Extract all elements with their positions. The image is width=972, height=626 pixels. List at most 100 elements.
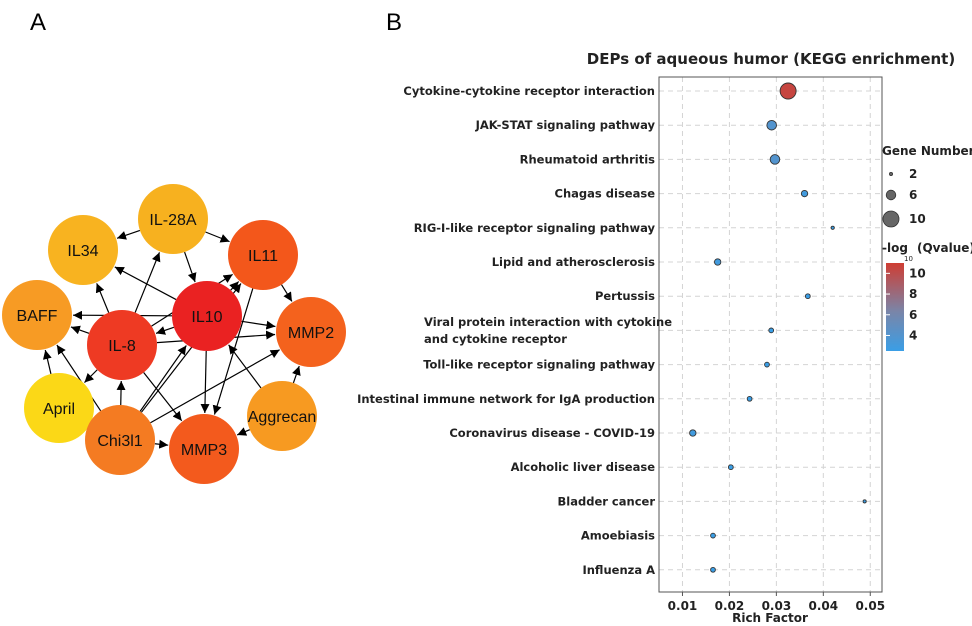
x-tick-label-2: 0.03	[762, 599, 792, 613]
node-il34: IL34	[48, 215, 118, 285]
node-label-aggrecan: Aggrecan	[248, 409, 317, 426]
point-influenza-a	[710, 566, 716, 573]
edge-il-28a-to-il10	[184, 251, 197, 283]
category-label-rheumatoid-arthritis: Rheumatoid arthritis	[520, 152, 656, 166]
node-il-28a: IL-28A	[138, 184, 208, 254]
panel-b-letter: B	[386, 9, 402, 36]
edge-aggrecan-to-mmp3	[236, 427, 250, 436]
x-tick-label-0: 0.01	[668, 599, 698, 613]
edge-aggrecan-to-il10	[228, 344, 262, 389]
category-label-cytokine-cytokine-receptor-interaction: Cytokine-cytokine receptor interaction	[403, 84, 655, 98]
network-nodes: IL-28A IL34 IL11 BAFF IL10 IL-8 MMP2 April Aggre…	[2, 184, 346, 484]
point-coronavirus-disease-covid-19	[689, 429, 697, 437]
node-circle-baff	[2, 280, 72, 350]
color-legend-tick-label-4: 4	[909, 328, 917, 342]
node-label-il34: IL34	[67, 243, 98, 260]
color-legend-tick-label-8: 8	[909, 287, 917, 301]
node-circle-il-8	[87, 310, 157, 380]
edge-april-to-baff	[42, 349, 52, 375]
point-pertussis	[804, 293, 811, 300]
point-cytokine-cytokine-receptor-interaction	[779, 82, 797, 100]
node-chi3l1: Chi3l1	[85, 405, 155, 475]
node-circle-mmp3	[169, 414, 239, 484]
size-legend-label-2: 2	[909, 167, 917, 181]
edge-chi3l1-to-mmp3	[154, 439, 169, 449]
size-legend: Gene Number 2 6 10	[882, 144, 972, 228]
point-alcoholic-liver-disease	[727, 464, 734, 471]
size-legend-dot-6	[885, 189, 897, 201]
edge-il11-to-mmp2	[281, 284, 293, 302]
point-amoebiasis	[710, 532, 716, 539]
color-legend: -log 10 (Qvalue) 10 8 6 4	[882, 241, 972, 351]
node-label-mmp3: MMP3	[181, 442, 227, 459]
x-tick-label-3: 0.04	[809, 599, 839, 613]
node-il10: IL10	[172, 281, 242, 351]
node-label-april: April	[43, 401, 75, 418]
point-rig-i-like-receptor-signaling-pathway	[830, 225, 835, 230]
category-label-chagas-disease: Chagas disease	[555, 187, 656, 201]
category-label-intestinal-immune-network-for-iga-production: Intestinal immune network for IgA produc…	[357, 392, 655, 406]
point-rheumatoid-arthritis	[769, 154, 781, 165]
edge-il-8-to-il34	[95, 283, 110, 313]
node-circle-il34	[48, 215, 118, 285]
color-legend-tick-label-6: 6	[909, 308, 917, 322]
point-chagas-disease	[800, 189, 809, 198]
node-circle-chi3l1	[85, 405, 155, 475]
plot-area: 0.01 0.02 0.03 0.04 0.05 Cytokine-cytokine re…	[357, 76, 885, 613]
category-label-amoebiasis: Amoebiasis	[581, 529, 655, 543]
edge-il10-to-mmp3	[200, 350, 210, 414]
node-label-mmp2: MMP2	[288, 325, 334, 342]
color-legend-title-suffix: (Qvalue)	[917, 241, 972, 255]
node-aggrecan: Aggrecan	[247, 381, 317, 451]
edge-chi3l1-to-mmp2	[150, 349, 280, 424]
category-label-rig-i-like-receptor-signaling-pathway: RIG-I-like receptor signaling pathway	[414, 221, 656, 235]
edge-chi3l1-to-il-8	[116, 380, 126, 406]
x-tick-label-4: 0.05	[855, 599, 885, 613]
node-label-il-28a: IL-28A	[149, 212, 196, 229]
color-legend-tick-label-10: 10	[909, 266, 926, 280]
category-label-line-0: Viral protein interaction with cytokine	[424, 315, 672, 329]
edge-aggrecan-to-mmp2	[292, 365, 301, 384]
node-il11: IL11	[228, 220, 298, 290]
node-label-baff: BAFF	[17, 308, 58, 325]
chart-title: DEPs of aqueous humor (KEGG enrichment)	[587, 50, 955, 68]
category-label-coronavirus-disease-covid-19: Coronavirus disease - COVID-19	[449, 426, 655, 440]
node-il-8: IL-8	[87, 310, 157, 380]
edge-il-8-to-april	[84, 369, 98, 383]
category-label-pertussis: Pertussis	[595, 289, 655, 303]
edge-il10-to-il-8	[155, 326, 175, 335]
edge-il-28a-to-il34	[116, 229, 141, 240]
color-legend-bar	[886, 263, 904, 351]
size-legend-dot-10	[882, 210, 900, 228]
node-mmp2: MMP2	[276, 297, 346, 367]
size-legend-label-10: 10	[909, 212, 926, 226]
point-toll-like-receptor-signaling-pathway	[764, 361, 770, 368]
color-legend-title-main: -log	[882, 241, 908, 255]
panel-b: B DEPs of aqueous humor (KEGG enrichment…	[357, 9, 972, 625]
category-label-jak-stat-signaling-pathway: JAK-STAT signaling pathway	[475, 118, 656, 132]
node-circle-il11	[228, 220, 298, 290]
category-label-toll-like-receptor-signaling-pathway: Toll-like receptor signaling pathway	[423, 358, 655, 372]
node-circle-il-28a	[138, 184, 208, 254]
point-lipid-and-atherosclerosis	[714, 258, 722, 266]
x-tick-label-1: 0.02	[715, 599, 745, 613]
edge-il-28a-to-il11	[205, 231, 230, 243]
edge-il-8-to-mmp3	[143, 372, 183, 422]
edge-il10-to-mmp2	[241, 320, 276, 330]
node-mmp3: MMP3	[169, 414, 239, 484]
node-circle-mmp2	[276, 297, 346, 367]
size-legend-dot-2	[889, 171, 894, 176]
point-bladder-cancer	[862, 499, 867, 504]
category-label-bladder-cancer: Bladder cancer	[558, 494, 656, 508]
category-label-alcoholic-liver-disease: Alcoholic liver disease	[511, 460, 656, 474]
point-jak-stat-signaling-pathway	[766, 119, 777, 131]
node-circle-april	[24, 373, 94, 443]
color-legend-title: -log	[882, 241, 908, 255]
size-legend-label-6: 6	[909, 188, 917, 202]
size-legend-items: 2 6 10	[882, 167, 926, 228]
color-legend-ticks: 10 8 6 4	[886, 266, 926, 342]
category-label-viral-protein-interaction-with-cytokine-and-cytokine-receptor: Viral protein interaction with cytokine a…	[424, 315, 672, 346]
node-label-il10: IL10	[191, 309, 222, 326]
edge-chi3l1-to-baff	[56, 344, 102, 412]
